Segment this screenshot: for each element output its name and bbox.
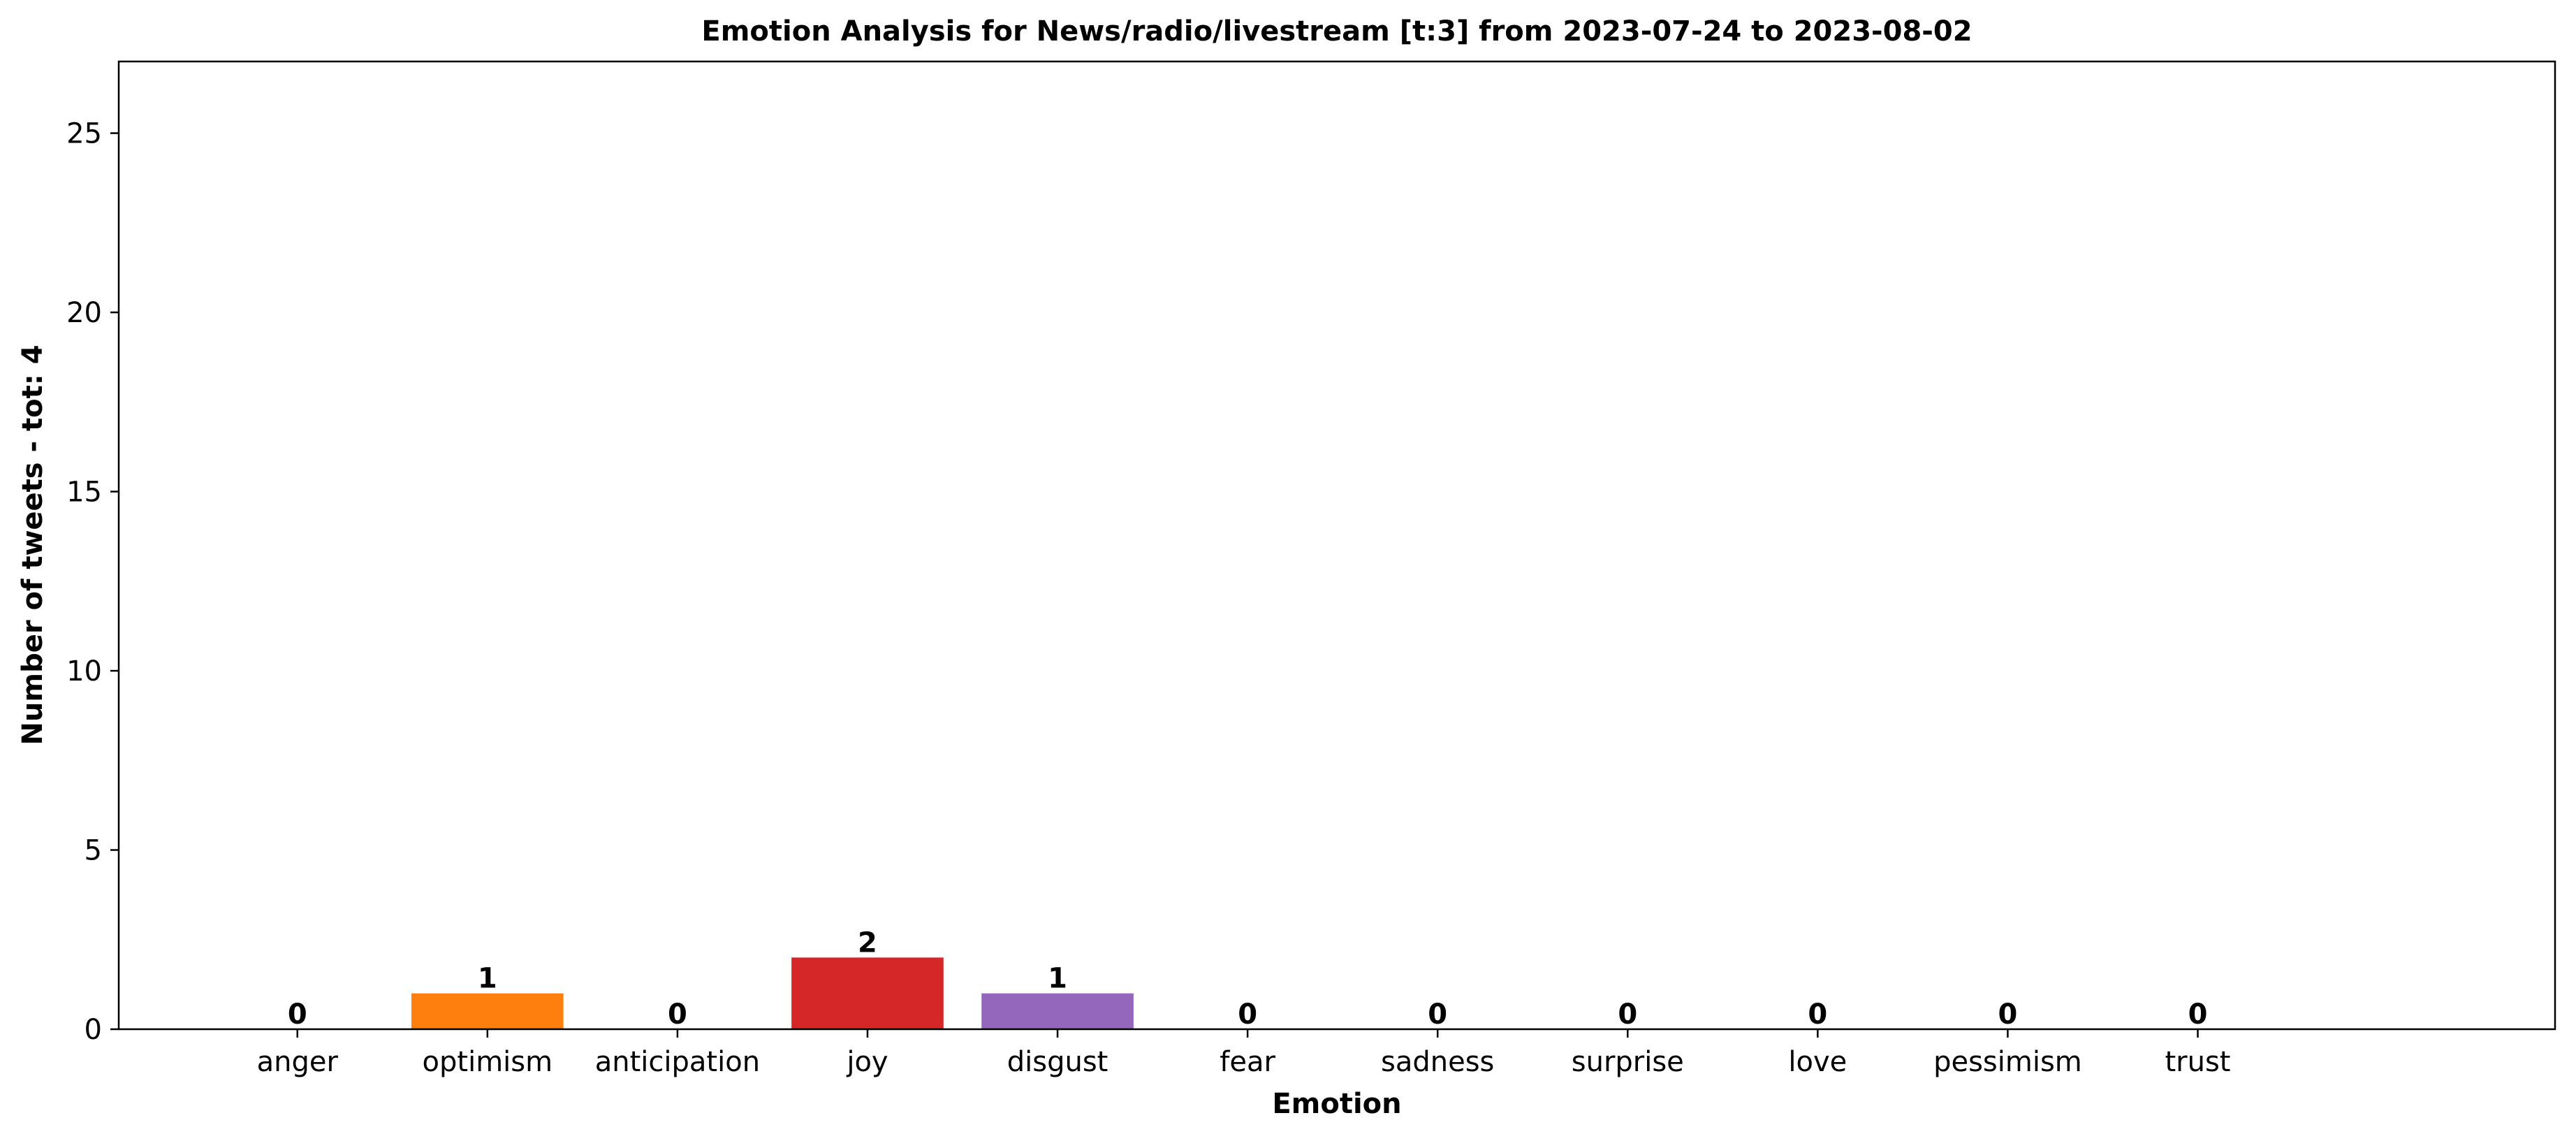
data-label-optimism: 1 (478, 963, 497, 995)
x-tick-label-anticipation: anticipation (595, 1046, 760, 1078)
x-tick-label-love: love (1788, 1046, 1847, 1078)
y-axis: 0 5 10 15 20 25 (66, 118, 119, 1046)
bar-joy (791, 957, 944, 1029)
y-tick-label: 25 (66, 118, 102, 150)
plot-frame (117, 60, 2556, 1031)
data-label-disgust: 1 (1048, 963, 1067, 995)
data-label-anger: 0 (288, 998, 307, 1031)
x-axis-label: Emotion (1272, 1088, 1401, 1120)
bar-optimism (411, 993, 564, 1029)
x-tick-label-disgust: disgust (1007, 1046, 1108, 1078)
x-tick-label-optimism: optimism (423, 1046, 553, 1078)
bar-disgust (981, 993, 1134, 1029)
y-tick-label: 20 (66, 297, 102, 329)
x-tick-label-sadness: sadness (1381, 1046, 1494, 1078)
plot-area: 0 1 0 2 1 0 0 0 0 0 0 (288, 926, 2208, 1031)
data-label-pessimism: 0 (1998, 998, 2018, 1031)
y-tick-label: 10 (66, 655, 102, 688)
data-label-love: 0 (1808, 998, 1827, 1031)
x-tick-label-joy: joy (846, 1046, 888, 1078)
y-tick-label: 0 (85, 1014, 102, 1046)
data-label-anticipation: 0 (668, 998, 687, 1031)
chart-title: Emotion Analysis for News/radio/livestre… (701, 15, 1972, 48)
x-tick-label-surprise: surprise (1572, 1046, 1684, 1078)
x-tick-label-fear: fear (1220, 1046, 1275, 1078)
x-tick-label-trust: trust (2165, 1046, 2230, 1078)
data-label-trust: 0 (2188, 998, 2208, 1031)
x-tick-label-anger: anger (257, 1046, 339, 1078)
x-axis: anger optimism anticipation joy disgust fear s… (257, 1029, 2231, 1078)
y-tick-label: 15 (66, 477, 102, 509)
x-tick-label-pessimism: pessimism (1933, 1046, 2082, 1078)
data-label-surprise: 0 (1618, 998, 1637, 1031)
data-label-sadness: 0 (1428, 998, 1447, 1031)
data-label-fear: 0 (1238, 998, 1257, 1031)
y-tick-label: 5 (85, 835, 102, 867)
data-label-joy: 2 (858, 926, 877, 959)
y-axis-label: Number of tweets - tot: 4 (17, 344, 49, 745)
